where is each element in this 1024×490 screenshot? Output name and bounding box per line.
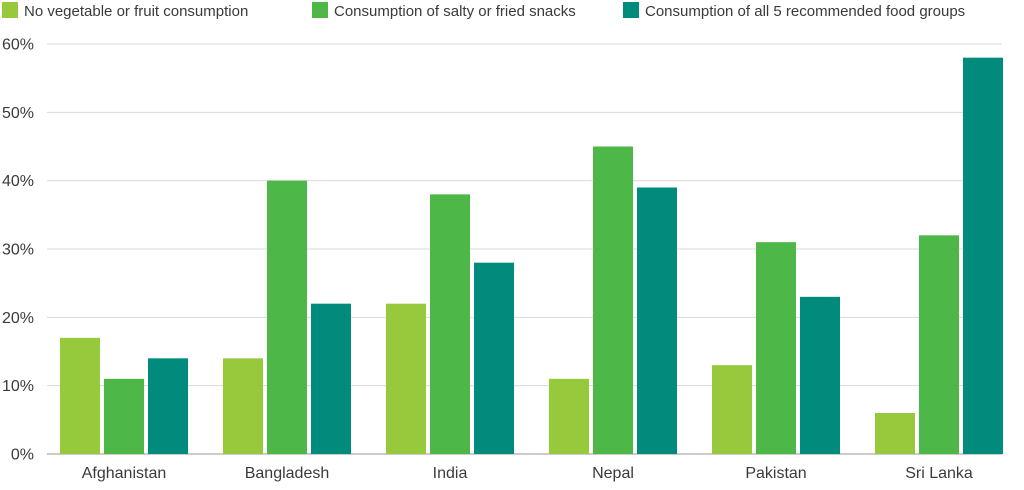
- y-tick-label: 20%: [2, 310, 34, 327]
- legend-swatch: [623, 2, 639, 18]
- x-tick-label: India: [433, 465, 468, 482]
- bar: [800, 296, 840, 454]
- gridlines: [47, 43, 1002, 455]
- legend-swatch: [312, 2, 328, 18]
- bar: [474, 262, 514, 454]
- x-tick-label: Pakistan: [745, 465, 806, 482]
- legend-label: Consumption of all 5 recommended food gr…: [645, 3, 965, 20]
- bar: [712, 365, 752, 454]
- legend-label: No vegetable or fruit consumption: [24, 3, 248, 20]
- x-tick-label: Afghanistan: [82, 465, 167, 482]
- x-axis-ticks: Afghanistan Bangladesh India Nepal Pakistan S…: [82, 465, 973, 482]
- x-tick-label: Sri Lanka: [905, 465, 973, 482]
- bar: [311, 303, 351, 454]
- bar: [637, 187, 677, 454]
- bar: [267, 180, 307, 454]
- legend-item: No vegetable or fruit consumption: [2, 2, 248, 20]
- y-tick-label: 0%: [11, 447, 34, 464]
- bar: [60, 337, 100, 454]
- bar: [919, 235, 959, 454]
- bar: [549, 378, 589, 454]
- y-tick-label: 30%: [2, 242, 34, 259]
- bar: [593, 146, 633, 454]
- bar: [963, 57, 1003, 455]
- y-axis-ticks: 0% 10% 20% 30% 40% 50% 60%: [2, 37, 34, 464]
- legend-item: Consumption of all 5 recommended food gr…: [623, 2, 965, 20]
- y-tick-label: 60%: [2, 37, 34, 54]
- legend: No vegetable or fruit consumption Consump…: [2, 2, 965, 20]
- bar: [104, 378, 144, 454]
- bars: [60, 57, 1003, 455]
- y-tick-label: 50%: [2, 105, 34, 122]
- legend-item: Consumption of salty or fried snacks: [312, 2, 576, 20]
- y-tick-label: 40%: [2, 173, 34, 190]
- bar: [223, 358, 263, 454]
- bar: [875, 413, 915, 454]
- bar: [756, 242, 796, 454]
- x-tick-label: Bangladesh: [245, 465, 330, 482]
- y-tick-label: 10%: [2, 378, 34, 395]
- bar: [430, 194, 470, 455]
- legend-label: Consumption of salty or fried snacks: [334, 3, 576, 20]
- bar: [386, 303, 426, 454]
- legend-swatch: [2, 2, 18, 18]
- bar: [148, 358, 188, 454]
- x-tick-label: Nepal: [592, 465, 634, 482]
